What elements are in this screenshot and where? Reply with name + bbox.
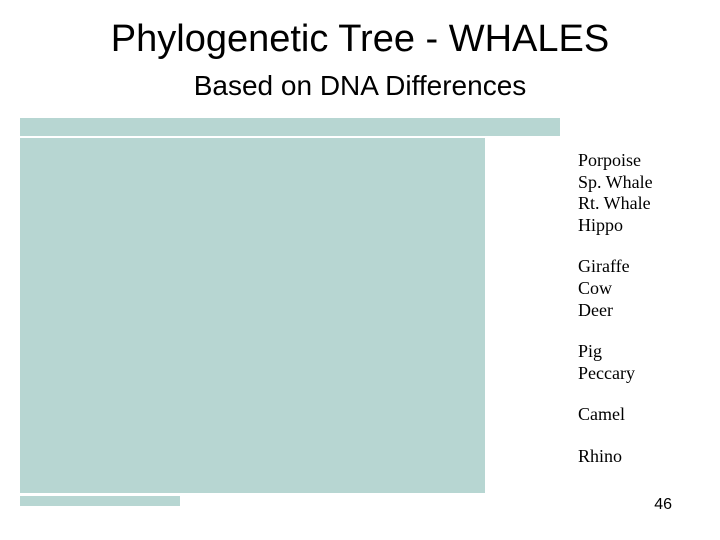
taxon-label: Giraffe bbox=[578, 256, 653, 278]
page-number: 46 bbox=[654, 496, 672, 514]
taxon-label: Deer bbox=[578, 300, 653, 322]
page-subtitle: Based on DNA Differences bbox=[0, 70, 720, 102]
taxon-label: Pig bbox=[578, 341, 653, 363]
tree-bar bbox=[20, 118, 560, 136]
taxon-label: Peccary bbox=[578, 363, 653, 385]
page-title: Phylogenetic Tree - WHALES bbox=[0, 18, 720, 61]
taxon-group: GiraffeCowDeer bbox=[578, 256, 653, 321]
taxon-labels: PorpoiseSp. WhaleRt. WhaleHippo GiraffeCo… bbox=[578, 150, 653, 488]
slide: Phylogenetic Tree - WHALES Based on DNA … bbox=[0, 0, 720, 540]
taxon-label: Porpoise bbox=[578, 150, 653, 172]
taxon-group: Rhino bbox=[578, 446, 653, 468]
taxon-group: PorpoiseSp. WhaleRt. WhaleHippo bbox=[578, 150, 653, 236]
tree-diagram-area bbox=[20, 118, 560, 513]
taxon-label: Rt. Whale bbox=[578, 193, 653, 215]
taxon-label: Sp. Whale bbox=[578, 172, 653, 194]
tree-bar bbox=[20, 138, 485, 493]
taxon-label: Cow bbox=[578, 278, 653, 300]
taxon-group: Camel bbox=[578, 404, 653, 426]
taxon-label: Rhino bbox=[578, 446, 653, 468]
taxon-label: Hippo bbox=[578, 215, 653, 237]
taxon-label: Camel bbox=[578, 404, 653, 426]
tree-bar bbox=[20, 496, 180, 506]
taxon-group: PigPeccary bbox=[578, 341, 653, 384]
